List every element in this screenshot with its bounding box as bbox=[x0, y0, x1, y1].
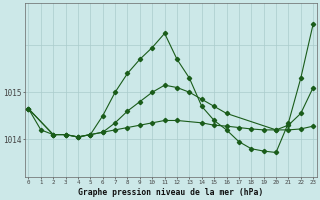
X-axis label: Graphe pression niveau de la mer (hPa): Graphe pression niveau de la mer (hPa) bbox=[78, 188, 263, 197]
